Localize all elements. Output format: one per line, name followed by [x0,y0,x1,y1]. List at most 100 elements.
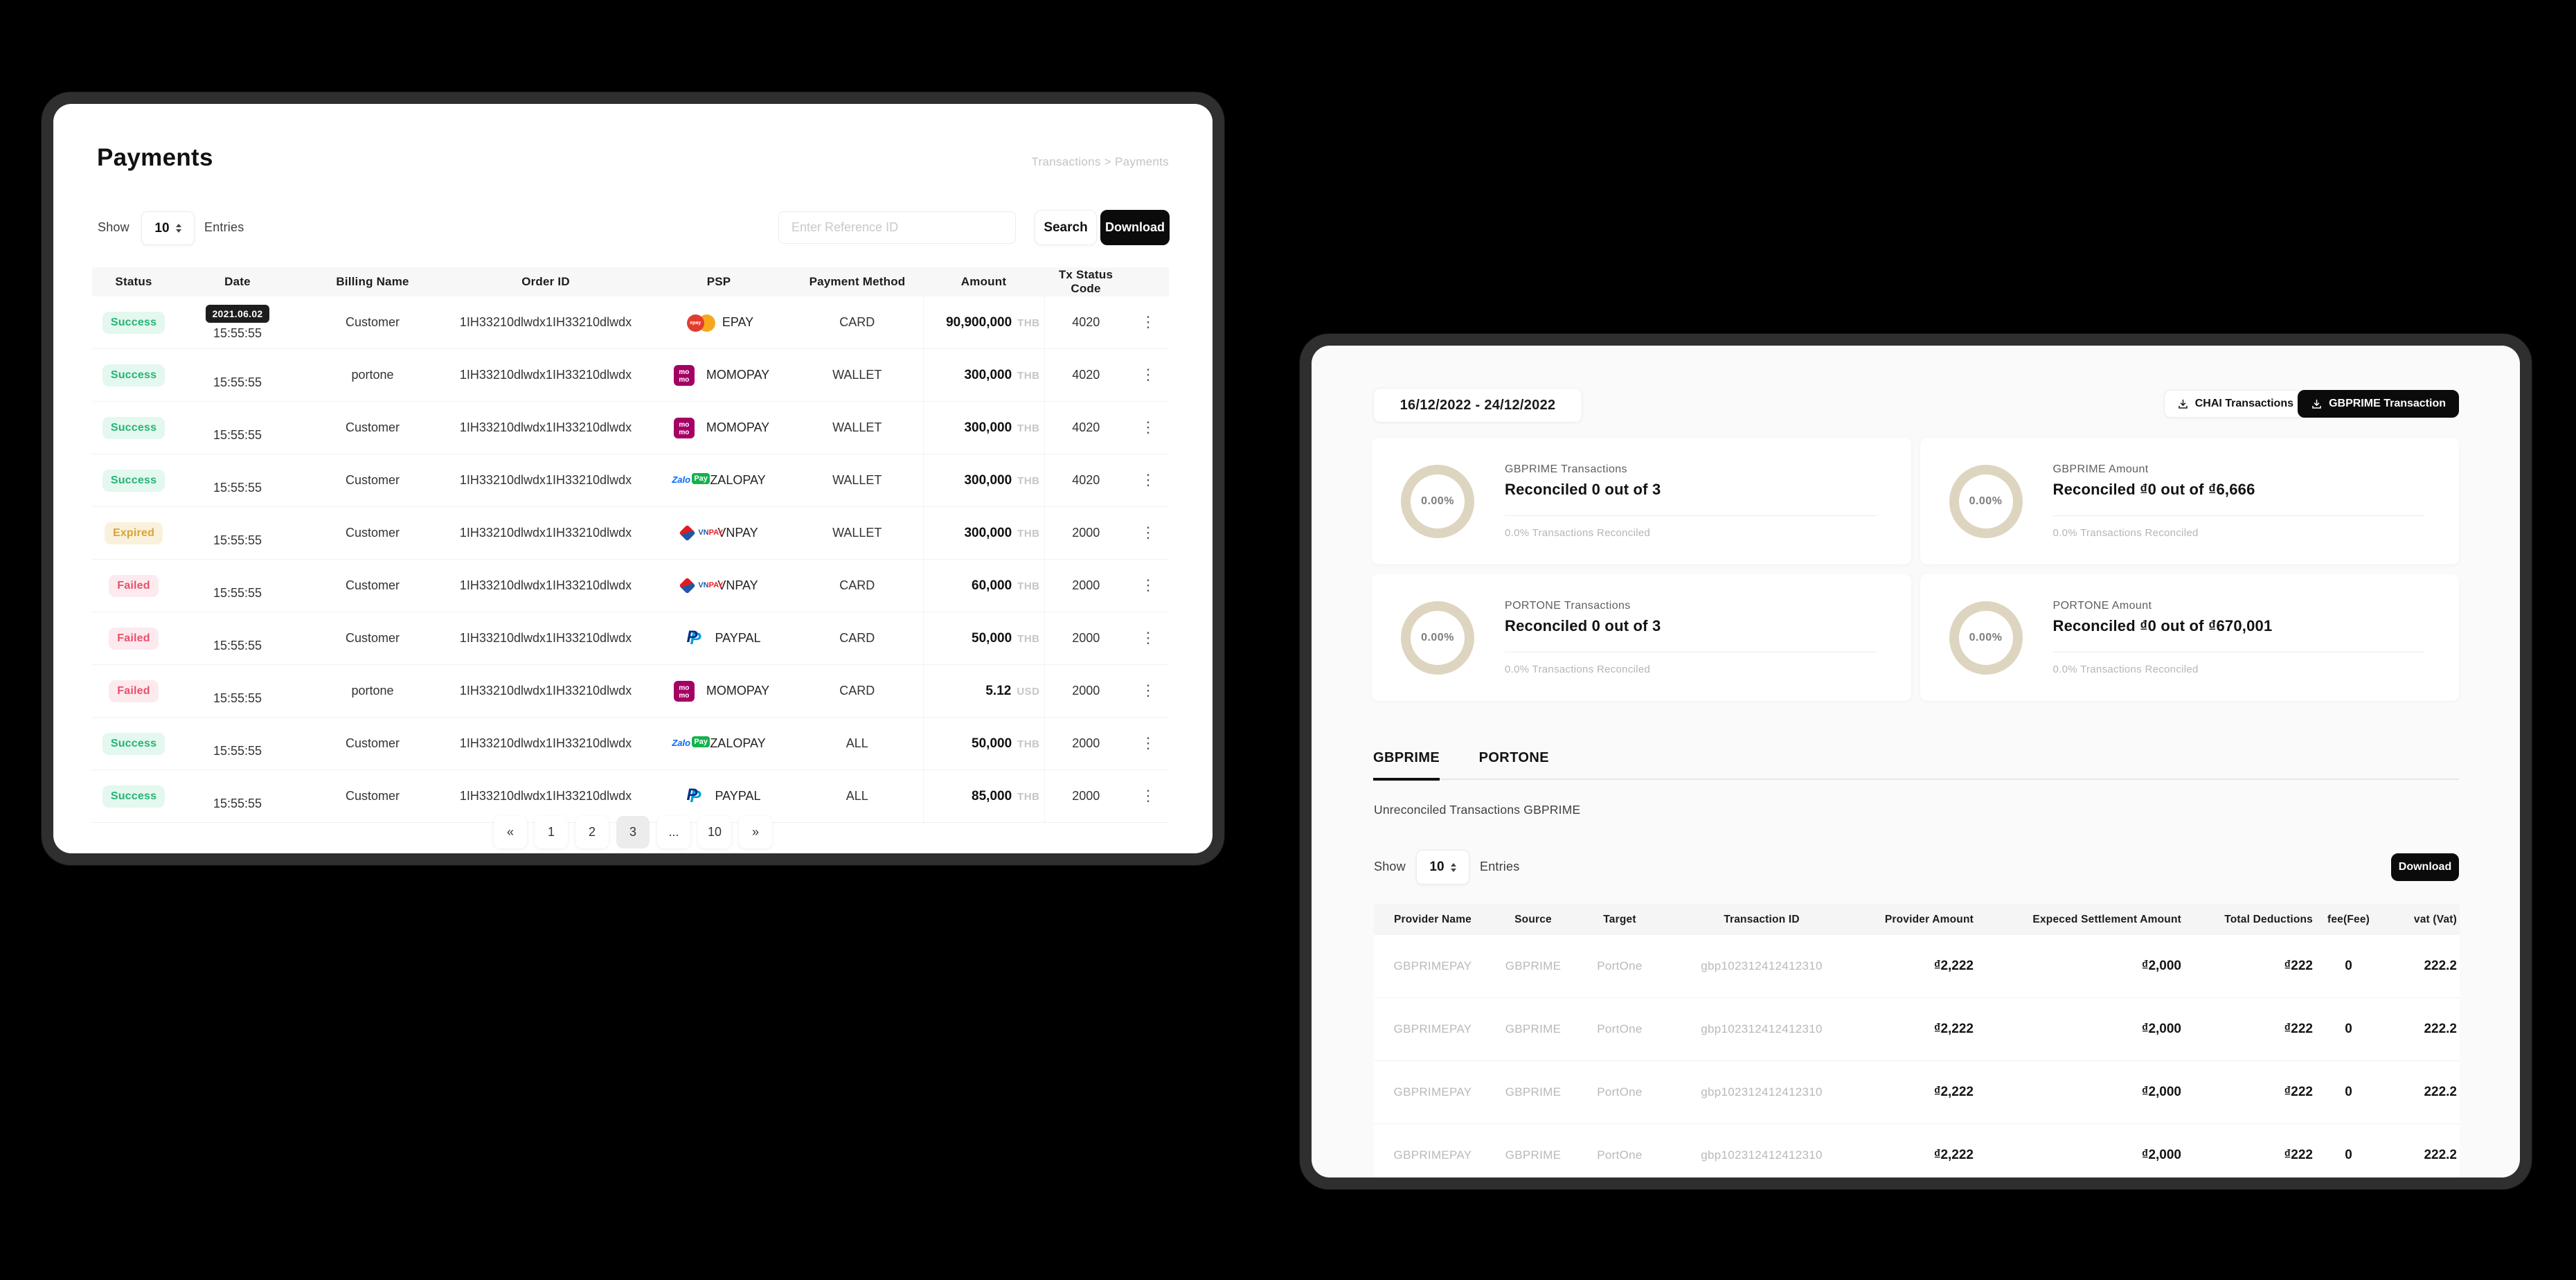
psp-logo-icon [679,574,723,598]
search-input[interactable] [778,211,1016,244]
card-divider [2052,515,2424,516]
psp-name: MOMOPAY [706,368,770,382]
page-button[interactable]: 10 [698,816,731,848]
page-button[interactable]: 1 [535,816,568,848]
time-value: 15:55:55 [213,743,262,758]
summary-cards: 0.00% GBPRIME Transactions Reconciled 0 … [1372,438,2459,701]
vat-value: 222.2 [2381,935,2460,998]
col-payment-method: Payment Method [791,267,923,296]
amount-value: 300,000 [964,472,1012,488]
billing-name: portone [300,348,445,402]
time-value: 15:55:55 [213,796,262,810]
time-value: 15:55:55 [213,480,262,495]
show-label: Show [98,220,129,234]
tx-status-code: 2000 [1044,664,1127,718]
provider-amount: ₫2,222 [1859,1123,1976,1177]
chai-transactions-button[interactable]: CHAI Transactions [2163,390,2307,418]
table-row[interactable]: GBPRIMEPAY GBPRIME PortOne gbp1023124124… [1374,1060,2460,1124]
table-row[interactable]: GBPRIMEPAY GBPRIME PortOne gbp1023124124… [1374,1123,2460,1177]
table-row[interactable]: Success 15:55:55 Customer 1IH33210dlwdx1… [92,401,1169,454]
table-row[interactable]: Failed 15:55:55 Customer 1IH33210dlwdx1I… [92,612,1169,665]
col-billing-name: Billing Name [300,267,445,296]
row-menu-icon[interactable]: ⋮ [1141,366,1156,383]
table-row[interactable]: Failed 15:55:55 Customer 1IH33210dlwdx1I… [92,559,1169,612]
psp-logo-icon [672,732,710,756]
page-size-value: 10 [154,220,170,235]
page-button[interactable]: 2 [575,816,609,848]
download-button[interactable]: Download [1100,210,1170,245]
table-row[interactable]: Success 2021.06.02 15:55:55 Customer 1IH… [92,296,1169,349]
provider-name: GBPRIMEPAY [1374,935,1492,998]
expected-settlement-amount: ₫2,000 [1976,935,2184,998]
table-row[interactable]: Success 15:55:55 Customer 1IH33210dlwdx1… [92,454,1169,507]
vat-value: 222.2 [2381,1123,2460,1177]
time-value: 15:55:55 [213,691,262,705]
row-menu-icon[interactable]: ⋮ [1141,524,1156,541]
amount-value: 50,000 [972,736,1012,751]
row-menu-icon[interactable]: ⋮ [1141,576,1156,594]
table-row[interactable]: Success 15:55:55 Customer 1IH33210dlwdx1… [92,717,1169,770]
col-date: Date [175,267,300,296]
page-button[interactable]: « [494,816,527,848]
billing-name: Customer [300,401,445,454]
tx-status-code: 4020 [1044,401,1127,454]
table-row[interactable]: Success 15:55:55 Customer 1IH33210dlwdx1… [92,770,1169,823]
table-row[interactable]: GBPRIMEPAY GBPRIME PortOne gbp1023124124… [1374,935,2460,998]
billing-name: Customer [300,296,445,349]
table-row[interactable]: GBPRIMEPAY GBPRIME PortOne gbp1023124124… [1374,997,2460,1061]
page-size-value: 10 [1429,860,1444,874]
order-id: 1IH33210dlwdx1IH33210dlwdx [445,506,646,560]
download-button[interactable]: Download [2391,853,2459,881]
payments-window: Payments Transactions > Payments Show 10… [42,92,1224,865]
order-id: 1IH33210dlwdx1IH33210dlwdx [445,296,646,349]
page-size-select[interactable]: 10 [1416,850,1469,885]
provider-amount: ₫2,222 [1859,935,1976,998]
vat-value: 222.2 [2381,1060,2460,1124]
breadcrumb: Transactions > Payments [1031,155,1169,168]
donut-percent: 0.00% [1969,495,2003,507]
order-id: 1IH33210dlwdx1IH33210dlwdx [445,612,646,665]
table-row[interactable]: Expired 15:55:55 Customer 1IH33210dlwdx1… [92,506,1169,560]
donut-chart: 0.00% [1949,601,2023,675]
donut-percent: 0.00% [1969,631,2003,643]
currency-label: USD [1017,685,1040,697]
card-headline: Reconciled 0 out of 3 [1505,617,1661,634]
page-size-select[interactable]: 10 [141,211,195,245]
psp-name: VNPAY [717,526,758,540]
provider-tab[interactable]: PORTONE [1478,750,1549,765]
row-menu-icon[interactable]: ⋮ [1141,313,1156,330]
fee-value: 0 [2316,1123,2381,1177]
status-badge: Failed [109,627,159,650]
row-menu-icon[interactable]: ⋮ [1141,629,1156,646]
row-menu-icon[interactable]: ⋮ [1141,682,1156,699]
row-menu-icon[interactable]: ⋮ [1141,734,1156,752]
currency-label: THB [1017,527,1040,540]
time-value: 15:55:55 [213,375,262,389]
page-button[interactable]: 3 [616,816,650,848]
order-id: 1IH33210dlwdx1IH33210dlwdx [445,348,646,402]
row-menu-icon[interactable]: ⋮ [1141,418,1156,436]
table-row[interactable]: Failed 15:55:55 portone 1IH33210dlwdx1IH… [92,664,1169,718]
date-range-picker[interactable]: 16/12/2022 - 24/12/2022 [1373,388,1582,423]
payment-method: CARD [791,296,923,349]
expected-settlement-amount: ₫2,000 [1976,997,2184,1061]
col-status: Status [92,267,175,296]
amount-value: 300,000 [964,367,1012,382]
gbprime-button-label: GBPRIME Transaction [2329,398,2446,409]
donut-chart: 0.00% [1401,601,1474,675]
page-button[interactable]: ... [657,816,690,848]
provider-tab[interactable]: GBPRIME [1373,750,1440,781]
page-button[interactable]: » [739,816,772,848]
table-row[interactable]: Success 15:55:55 portone 1IH33210dlwdx1I… [92,348,1169,402]
billing-name: Customer [300,717,445,770]
payment-method: WALLET [791,348,923,402]
col-order-id: Order ID [445,267,646,296]
fee-value: 0 [2316,935,2381,998]
search-button[interactable]: Search [1035,210,1097,245]
row-menu-icon[interactable]: ⋮ [1141,787,1156,804]
status-badge: Success [102,311,166,334]
row-menu-icon[interactable]: ⋮ [1141,471,1156,488]
currency-label: THB [1017,632,1040,645]
status-badge: Success [102,785,166,808]
gbprime-transaction-button[interactable]: GBPRIME Transaction [2298,390,2459,418]
